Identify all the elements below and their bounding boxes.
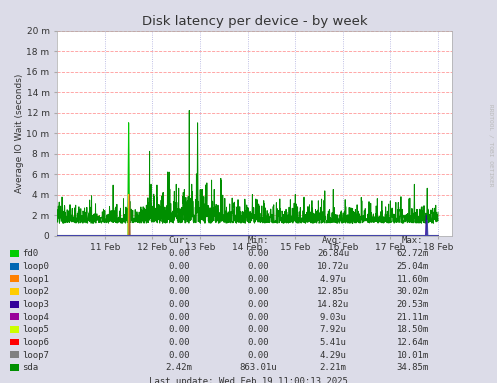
Text: 0.00: 0.00 [248,249,269,259]
Text: 10.72u: 10.72u [317,262,349,271]
Text: RRDTOOL / TOBI OETIKER: RRDTOOL / TOBI OETIKER [489,104,494,187]
Y-axis label: Average IO Wait (seconds): Average IO Wait (seconds) [14,74,24,193]
Text: 0.00: 0.00 [168,350,190,360]
Text: 11.60m: 11.60m [397,275,428,284]
Text: 30.02m: 30.02m [397,287,428,296]
Text: 0.00: 0.00 [168,338,190,347]
Text: 0.00: 0.00 [248,275,269,284]
Text: loop5: loop5 [22,325,49,334]
Text: 7.92u: 7.92u [320,325,346,334]
Text: 0.00: 0.00 [168,325,190,334]
Text: 0.00: 0.00 [168,313,190,322]
Text: 0.00: 0.00 [248,325,269,334]
Text: sda: sda [22,363,38,372]
Text: loop6: loop6 [22,338,49,347]
Text: 0.00: 0.00 [168,300,190,309]
Text: 5.41u: 5.41u [320,338,346,347]
Text: 0.00: 0.00 [248,338,269,347]
Text: 4.29u: 4.29u [320,350,346,360]
Text: 0.00: 0.00 [168,262,190,271]
Text: 0.00: 0.00 [168,249,190,259]
Text: 0.00: 0.00 [248,350,269,360]
Text: Avg:: Avg: [322,236,344,245]
Text: 0.00: 0.00 [248,287,269,296]
Text: 14.82u: 14.82u [317,300,349,309]
Text: 62.72m: 62.72m [397,249,428,259]
Text: 9.03u: 9.03u [320,313,346,322]
Text: fd0: fd0 [22,249,38,259]
Text: 26.84u: 26.84u [317,249,349,259]
Text: loop3: loop3 [22,300,49,309]
Text: Min:: Min: [248,236,269,245]
Text: loop1: loop1 [22,275,49,284]
Text: 18.50m: 18.50m [397,325,428,334]
Text: 0.00: 0.00 [248,262,269,271]
Text: 12.85u: 12.85u [317,287,349,296]
Text: loop0: loop0 [22,262,49,271]
Text: 0.00: 0.00 [248,300,269,309]
Text: 0.00: 0.00 [168,275,190,284]
Text: 34.85m: 34.85m [397,363,428,372]
Text: 2.42m: 2.42m [166,363,192,372]
Text: loop2: loop2 [22,287,49,296]
Text: 2.21m: 2.21m [320,363,346,372]
Text: 0.00: 0.00 [248,313,269,322]
Text: Last update: Wed Feb 19 11:00:13 2025: Last update: Wed Feb 19 11:00:13 2025 [149,377,348,383]
Text: 863.01u: 863.01u [240,363,277,372]
Text: 21.11m: 21.11m [397,313,428,322]
Text: 10.01m: 10.01m [397,350,428,360]
Text: 25.04m: 25.04m [397,262,428,271]
Text: Cur:: Cur: [168,236,190,245]
Text: 0.00: 0.00 [168,287,190,296]
Text: loop7: loop7 [22,350,49,360]
Text: loop4: loop4 [22,313,49,322]
Text: 4.97u: 4.97u [320,275,346,284]
Title: Disk latency per device - by week: Disk latency per device - by week [142,15,367,28]
Text: 20.53m: 20.53m [397,300,428,309]
Text: Max:: Max: [402,236,423,245]
Text: 12.64m: 12.64m [397,338,428,347]
